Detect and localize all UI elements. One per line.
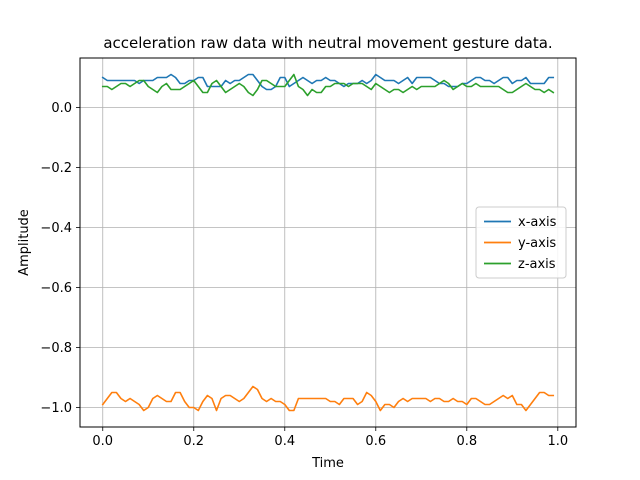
x-tick-label: 1.0 [547, 434, 568, 449]
y-axis-ticks: 0.0 −0.2 −0.4 −0.6 −0.8 −1.0 [40, 101, 80, 416]
x-tick-label: 0.4 [274, 434, 295, 449]
y-tick-label: −0.4 [40, 221, 72, 236]
x-tick-label: 0.8 [456, 434, 477, 449]
plot-frame [79, 57, 577, 428]
legend-label-z-axis: z-axis [518, 257, 556, 272]
x-axis-title: Time [311, 456, 344, 471]
y-tick-label: −1.0 [40, 401, 72, 416]
y-tick-label: −0.6 [40, 281, 72, 296]
y-tick-label: −0.8 [40, 341, 72, 356]
y-tick-label: −0.2 [40, 161, 72, 176]
legend-label-x-axis: x-axis [518, 215, 557, 230]
chart-title: acceleration raw data with neutral movem… [103, 34, 552, 52]
legend-box [475, 206, 567, 279]
series-line-y-axis [101, 385, 555, 412]
series-line-z-axis [101, 73, 555, 97]
x-axis-ticks: 0.0 0.2 0.4 0.6 0.8 1.0 [92, 427, 568, 449]
legend: x-axis y-axis z-axis [475, 206, 567, 279]
y-axis-title: Amplitude [17, 209, 32, 276]
x-tick-label: 0.6 [365, 434, 386, 449]
x-tick-label: 0.0 [92, 434, 113, 449]
series-layer [101, 73, 555, 412]
grid-layer [80, 58, 576, 427]
x-tick-label: 0.2 [183, 434, 204, 449]
y-tick-label: 0.0 [51, 101, 72, 116]
series-line-x-axis [101, 73, 555, 91]
legend-label-y-axis: y-axis [518, 236, 556, 251]
